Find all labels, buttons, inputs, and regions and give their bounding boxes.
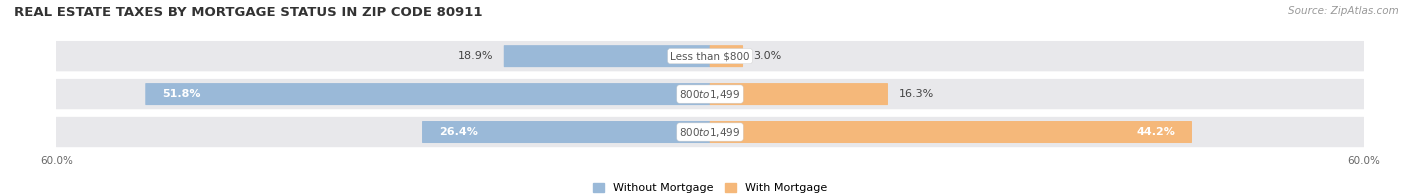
Text: 44.2%: 44.2% (1136, 127, 1175, 137)
FancyBboxPatch shape (710, 83, 889, 105)
Text: Source: ZipAtlas.com: Source: ZipAtlas.com (1288, 6, 1399, 16)
Text: 3.0%: 3.0% (754, 51, 782, 61)
FancyBboxPatch shape (710, 45, 742, 67)
FancyBboxPatch shape (56, 41, 1364, 71)
Text: 51.8%: 51.8% (162, 89, 201, 99)
FancyBboxPatch shape (56, 117, 1364, 147)
Text: 18.9%: 18.9% (458, 51, 494, 61)
Text: REAL ESTATE TAXES BY MORTGAGE STATUS IN ZIP CODE 80911: REAL ESTATE TAXES BY MORTGAGE STATUS IN … (14, 6, 482, 19)
FancyBboxPatch shape (503, 45, 710, 67)
Text: $800 to $1,499: $800 to $1,499 (679, 125, 741, 139)
Text: 26.4%: 26.4% (439, 127, 478, 137)
FancyBboxPatch shape (145, 83, 710, 105)
Legend: Without Mortgage, With Mortgage: Without Mortgage, With Mortgage (589, 179, 831, 196)
FancyBboxPatch shape (422, 121, 710, 143)
Text: $800 to $1,499: $800 to $1,499 (679, 88, 741, 101)
FancyBboxPatch shape (56, 79, 1364, 109)
FancyBboxPatch shape (710, 121, 1192, 143)
Text: 16.3%: 16.3% (898, 89, 934, 99)
Text: Less than $800: Less than $800 (671, 51, 749, 61)
